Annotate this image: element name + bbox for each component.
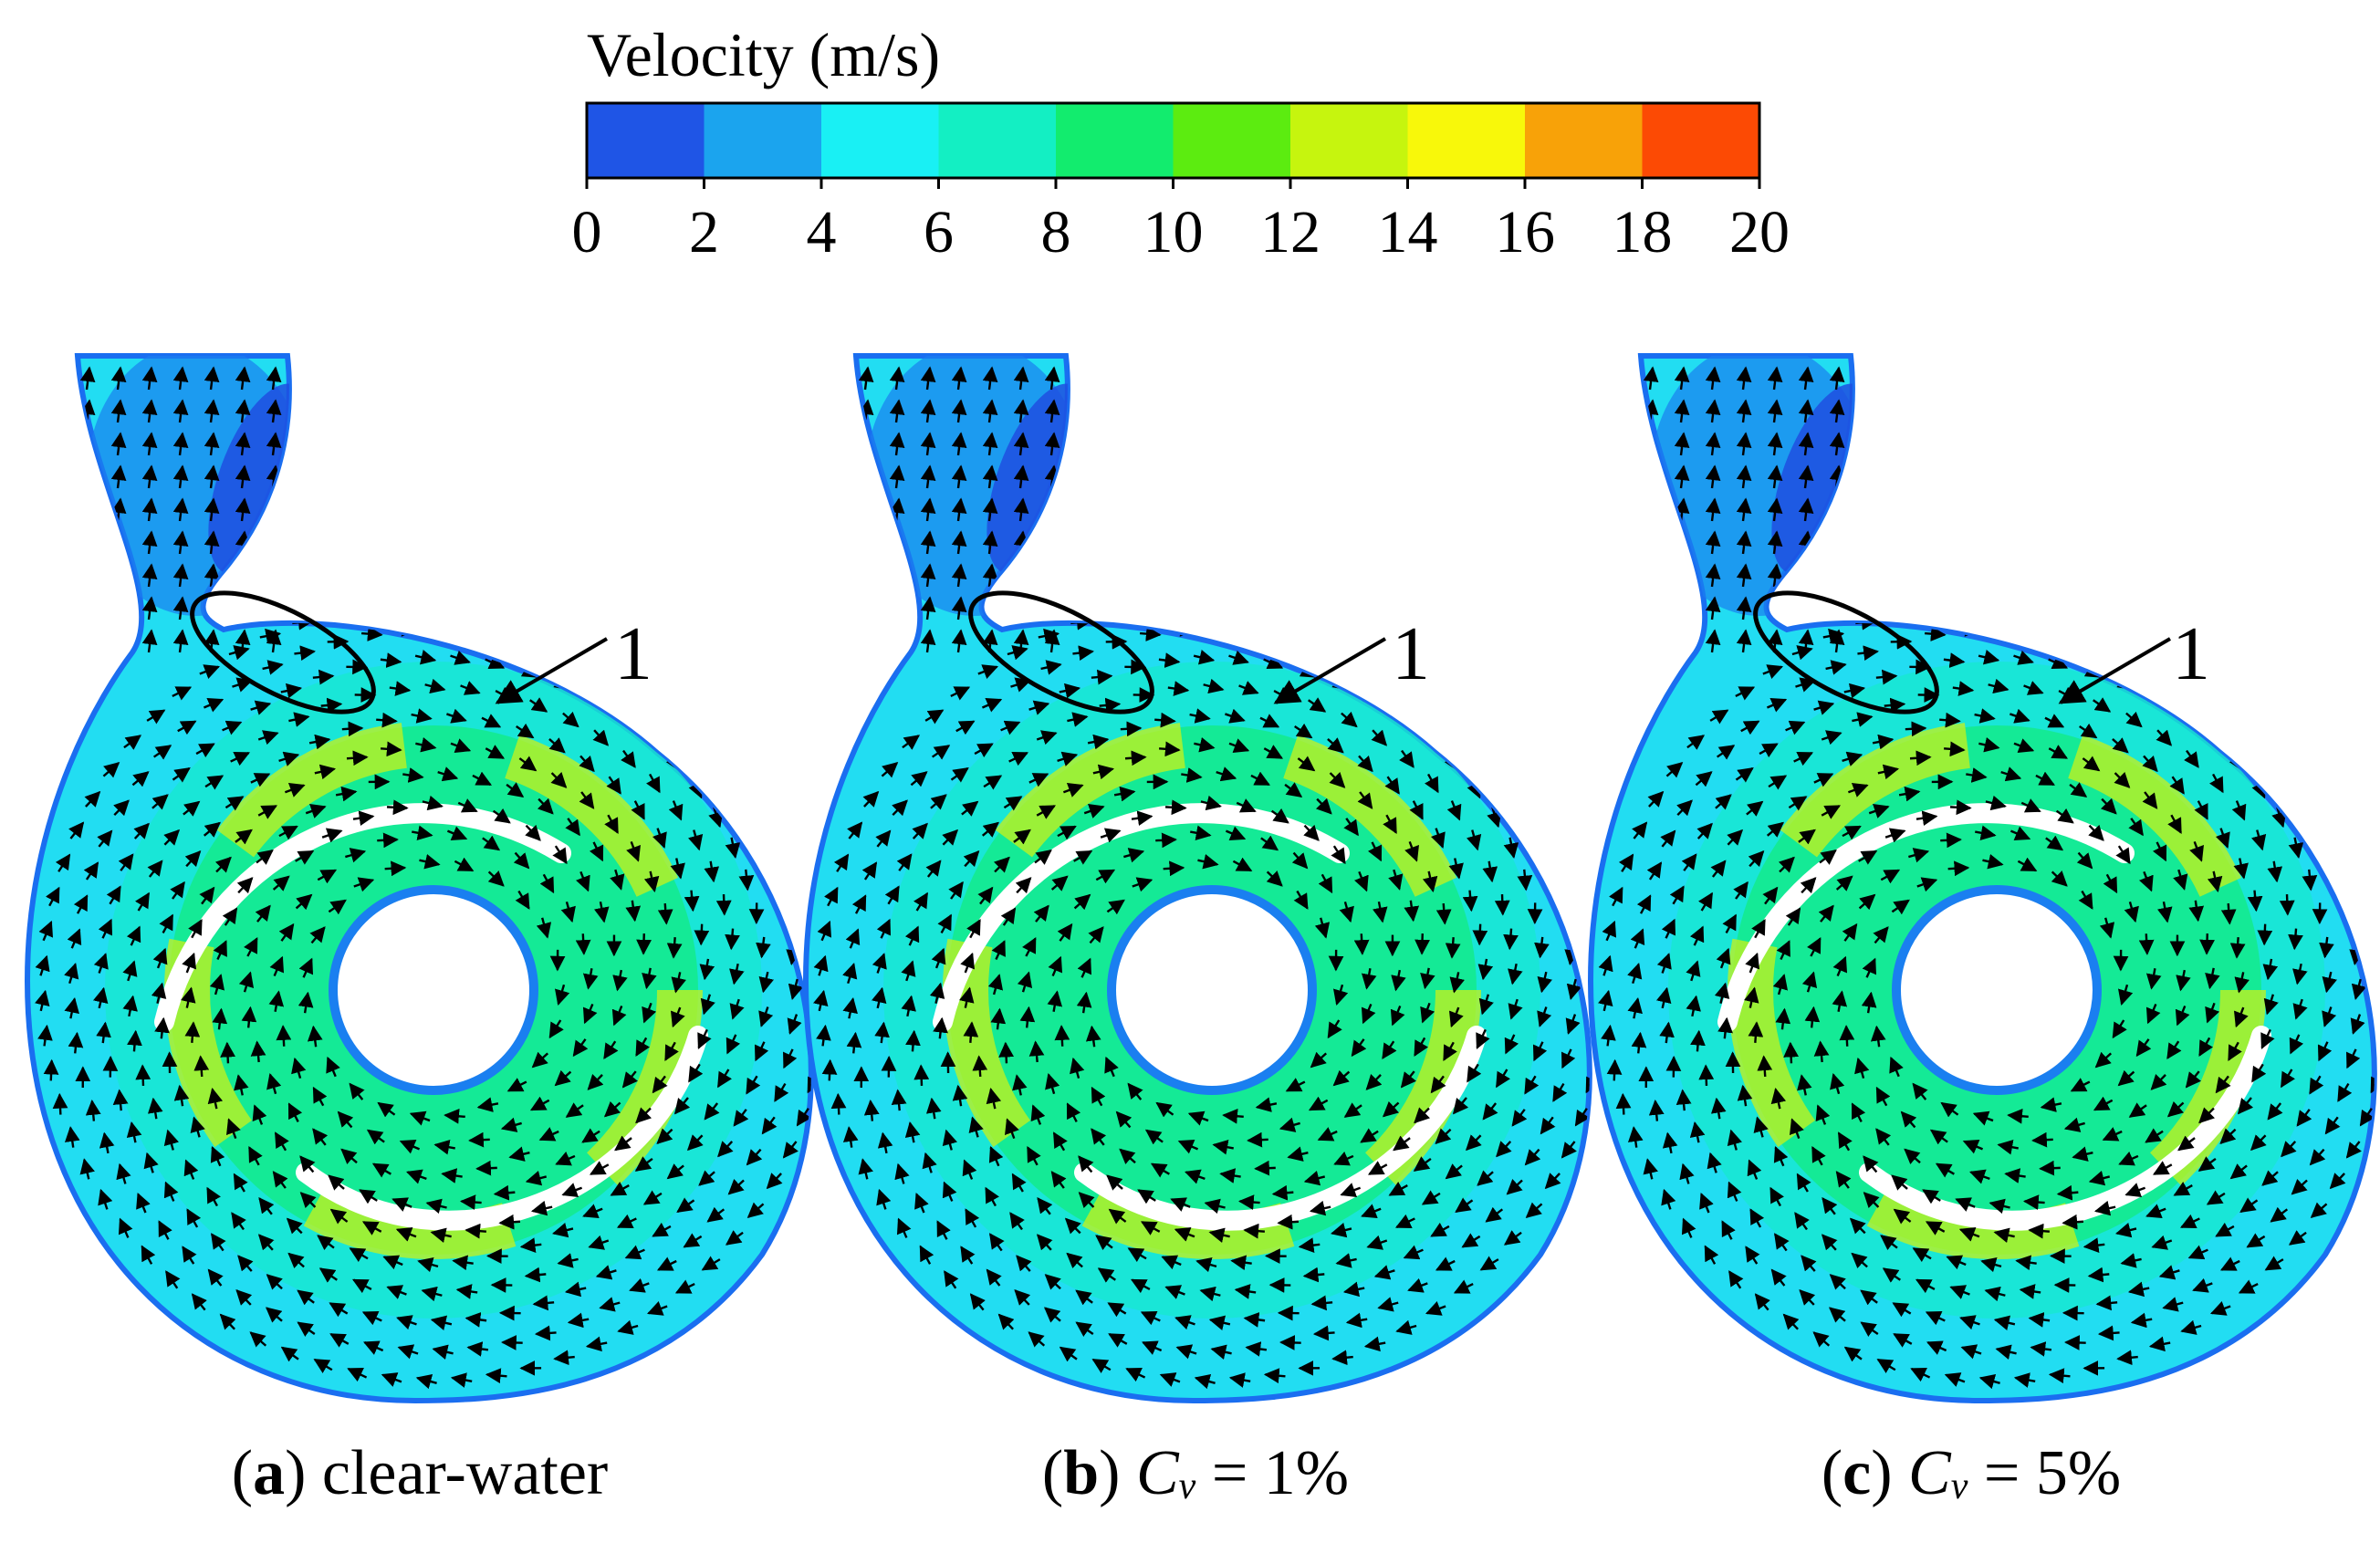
caption-c-value: = 5% <box>1968 1438 2122 1508</box>
colorbar-tick-label: 6 <box>924 199 954 266</box>
caption-a-id: a <box>253 1438 286 1508</box>
colorbar-tick-label: 2 <box>689 199 719 266</box>
colorbar-swatch <box>1056 103 1174 178</box>
colorbar-swatch <box>1290 103 1409 178</box>
caption-c-id: c <box>1842 1438 1872 1508</box>
colorbar-swatch <box>587 103 705 178</box>
colorbar-swatch <box>1173 103 1291 178</box>
caption-c-cv: C <box>1908 1438 1951 1508</box>
colorbar <box>585 101 1761 189</box>
impeller-hub <box>329 885 538 1095</box>
colorbar-swatch <box>704 103 822 178</box>
colorbar-title: Velocity (m/s) <box>587 20 941 89</box>
colorbar-tick-label: 12 <box>1260 199 1320 266</box>
colorbar-tick-label: 8 <box>1040 199 1071 266</box>
region-ellipse <box>968 590 1154 714</box>
impeller-hub <box>1107 885 1317 1095</box>
colorbar-tick-label: 18 <box>1612 199 1673 266</box>
colorbar-swatch <box>1525 103 1644 178</box>
caption-b-id: b <box>1063 1438 1100 1508</box>
marker-label-b: 1 <box>1392 611 1430 696</box>
colorbar-swatch <box>1407 103 1526 178</box>
caption-c: (c) Cv = 5% <box>1821 1438 2122 1508</box>
caption-a: (a) clear-water <box>231 1438 609 1508</box>
colorbar-tick-label: 0 <box>571 199 602 266</box>
region-leader-arrow <box>495 637 609 704</box>
caption-a-text: clear-water <box>306 1438 609 1508</box>
colorbar-tick-label: 20 <box>1729 199 1790 266</box>
caption-b: (b) Cv = 1% <box>1041 1438 1350 1508</box>
velocity-vectors <box>35 366 811 1390</box>
impeller-hub <box>1892 885 2102 1095</box>
region-ellipse <box>1753 590 1939 714</box>
colorbar-tick-label: 14 <box>1377 199 1438 266</box>
pump-panel-c <box>1587 353 2377 1404</box>
colorbar-tick-label: 10 <box>1143 199 1204 266</box>
region-leader-arrow <box>1273 637 1387 704</box>
region-ellipse <box>190 590 376 714</box>
region-leader-arrow <box>2058 637 2172 704</box>
colorbar-swatch <box>1642 103 1760 178</box>
marker-label-a: 1 <box>614 611 652 696</box>
colorbar-swatch <box>821 103 940 178</box>
caption-b-cv: C <box>1135 1438 1179 1508</box>
pump-panel-a <box>24 353 814 1404</box>
pump-panel-b <box>802 353 1592 1404</box>
colorbar-tick-label: 4 <box>806 199 837 266</box>
colorbar-tick-label: 16 <box>1495 199 1555 266</box>
caption-b-value: = 1% <box>1195 1438 1350 1508</box>
colorbar-swatch <box>938 103 1057 178</box>
marker-label-c: 1 <box>2172 611 2210 696</box>
